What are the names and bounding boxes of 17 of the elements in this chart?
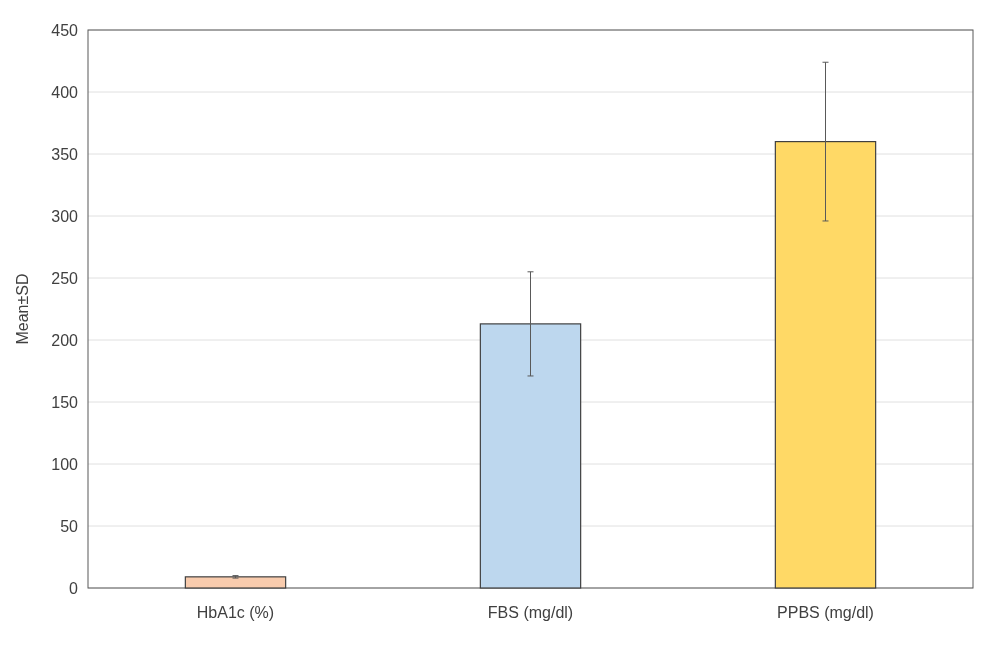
y-tick-label: 350 <box>51 145 79 163</box>
y-tick-label: 250 <box>51 269 79 287</box>
x-tick-label: FBS (mg/dl) <box>487 604 574 621</box>
y-tick-label: 200 <box>51 331 79 349</box>
x-tick-label: PPBS (mg/dl) <box>777 604 874 621</box>
y-tick-label: 450 <box>51 21 79 39</box>
bar <box>184 576 287 589</box>
y-tick-label: 300 <box>51 207 79 225</box>
y-tick-label: 150 <box>51 393 79 411</box>
y-tick-label: 100 <box>51 455 79 473</box>
y-axis-title: Mean±SD <box>14 273 31 345</box>
y-tick-label: 0 <box>69 579 79 597</box>
y-tick-label: 50 <box>60 517 79 535</box>
y-tick-label: 400 <box>51 83 79 101</box>
bar <box>774 141 877 589</box>
bar <box>479 323 582 589</box>
x-tick-label: HbA1c (%) <box>196 604 275 621</box>
